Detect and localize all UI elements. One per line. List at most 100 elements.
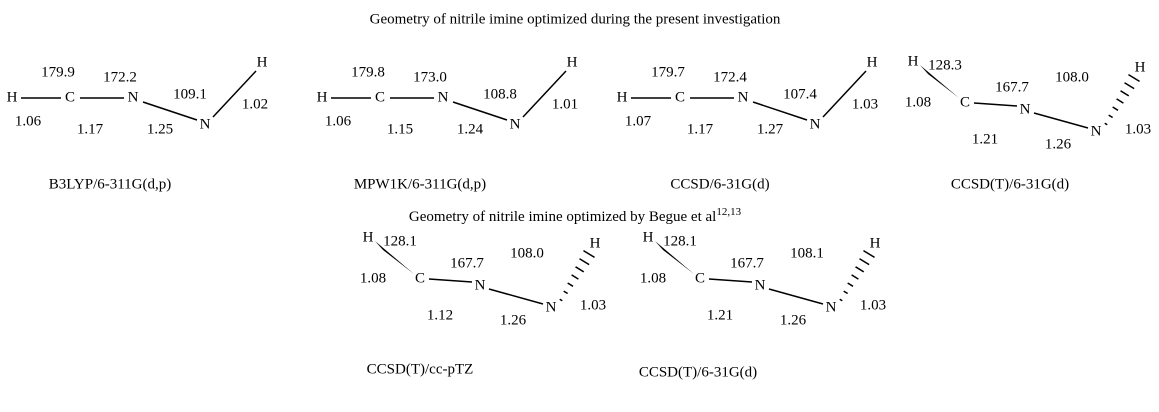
bond-length-label: 1.15 [387,121,413,137]
atom-label: H [1135,59,1146,75]
hashed-bond [851,274,859,280]
bond [768,288,824,305]
atom-label: N [826,299,837,315]
atom-label: H [643,229,654,245]
hashed-bond [855,266,865,273]
angle-label: 167.7 [730,255,764,271]
hashed-bond [563,290,569,295]
heading: Geometry of nitrile imine optimized by B… [409,206,742,226]
atom-label: N [128,89,139,105]
bond-length-label: 1.03 [580,297,606,313]
bond [1033,112,1089,129]
atom-label: H [363,229,374,245]
bond [522,70,567,118]
angle-label: 108.0 [510,245,544,261]
bond-length-label: 1.08 [905,94,931,110]
atom-label: N [200,116,211,132]
angle-label: 107.4 [783,86,817,102]
bond-length-label: 1.21 [707,307,733,323]
atom-label: C [65,89,75,105]
atom-label: N [1020,101,1031,117]
bond [212,70,257,118]
atom-label: N [1091,123,1102,139]
bond-length-label: 1.24 [457,121,484,137]
atom-label: N [738,89,749,105]
bond [752,101,808,121]
bond-length-label: 1.26 [500,312,527,328]
bond-length-label: 1.01 [552,96,578,112]
atom-label: C [960,94,970,110]
hashed-bond [583,249,595,259]
atom-label: N [510,116,521,132]
wedge-bond [655,241,694,274]
method-label: CCSD(T)/cc-pTZ [367,361,474,377]
atom-label: H [317,89,328,105]
bond-length-label: 1.26 [780,312,807,328]
angle-label: 128.1 [663,233,697,249]
method-label: CCSD(T)/6-31G(d) [951,176,1069,192]
hashed-bond [571,274,579,280]
hashed-bond [575,266,585,273]
bond [708,278,753,283]
bond-length-label: 1.03 [852,96,878,112]
bond-length-label: 1.06 [15,113,42,129]
bond-length-label: 1.21 [972,131,998,147]
bond [428,278,473,283]
atom-label: H [908,53,919,69]
bond-length-label: 1.26 [1045,136,1072,152]
hashed-bond [1108,114,1114,119]
hashed-bond [559,298,563,302]
atom-label: N [475,277,486,293]
method-label: MPW1K/6-311G(d,p) [354,176,486,192]
bond-length-label: 1.07 [625,113,652,129]
angle-label: 128.1 [383,233,417,249]
hashed-bond [1128,73,1140,83]
hashed-bond [843,290,849,295]
hashed-bond [579,258,590,266]
bond-length-label: 1.17 [687,121,714,137]
atom-label: H [617,89,628,105]
bond-length-label: 1.06 [325,113,352,129]
angle-label: 167.7 [995,79,1029,95]
angle-label: 173.0 [413,69,447,85]
angle-label: 128.3 [928,57,962,73]
hashed-bond [1116,98,1124,104]
hashed-bond [1112,106,1119,111]
atom-label: C [675,89,685,105]
atom-label: C [695,270,705,286]
atom-label: H [870,235,881,251]
hashed-bond [1120,90,1130,97]
atom-label: H [567,54,578,70]
method-label: CCSD(T)/6-31G(d) [639,364,757,380]
wedge-bond [375,241,414,274]
bond [488,288,544,305]
angle-label: 172.2 [103,69,137,85]
bond-length-label: 1.03 [1125,121,1151,137]
hashed-bond [847,282,854,287]
hashed-bond [859,258,870,266]
atom-label: H [590,235,601,251]
atom-label: C [375,89,385,105]
wedge-bond [920,65,959,98]
bond-length-label: 1.08 [360,270,386,286]
heading-sup: 12,13 [716,206,741,218]
atom-label: H [867,54,878,70]
bond-length-label: 1.12 [427,307,453,323]
bond-length-label: 1.25 [147,121,173,137]
bond-length-label: 1.02 [242,96,268,112]
bond [142,101,198,121]
angle-label: 108.0 [1055,69,1089,85]
atom-label: H [7,89,18,105]
atom-label: C [415,270,425,286]
bond-length-label: 1.17 [77,121,104,137]
bond [822,70,867,118]
angle-label: 108.8 [483,86,517,102]
atom-label: N [438,89,449,105]
heading: Geometry of nitrile imine optimized duri… [370,11,781,27]
hashed-bond [863,249,875,259]
heading-text: Geometry of nitrile imine optimized by B… [409,209,716,225]
atom-label: N [546,299,557,315]
angle-label: 109.1 [173,86,207,102]
bond-length-label: 1.03 [860,297,886,313]
